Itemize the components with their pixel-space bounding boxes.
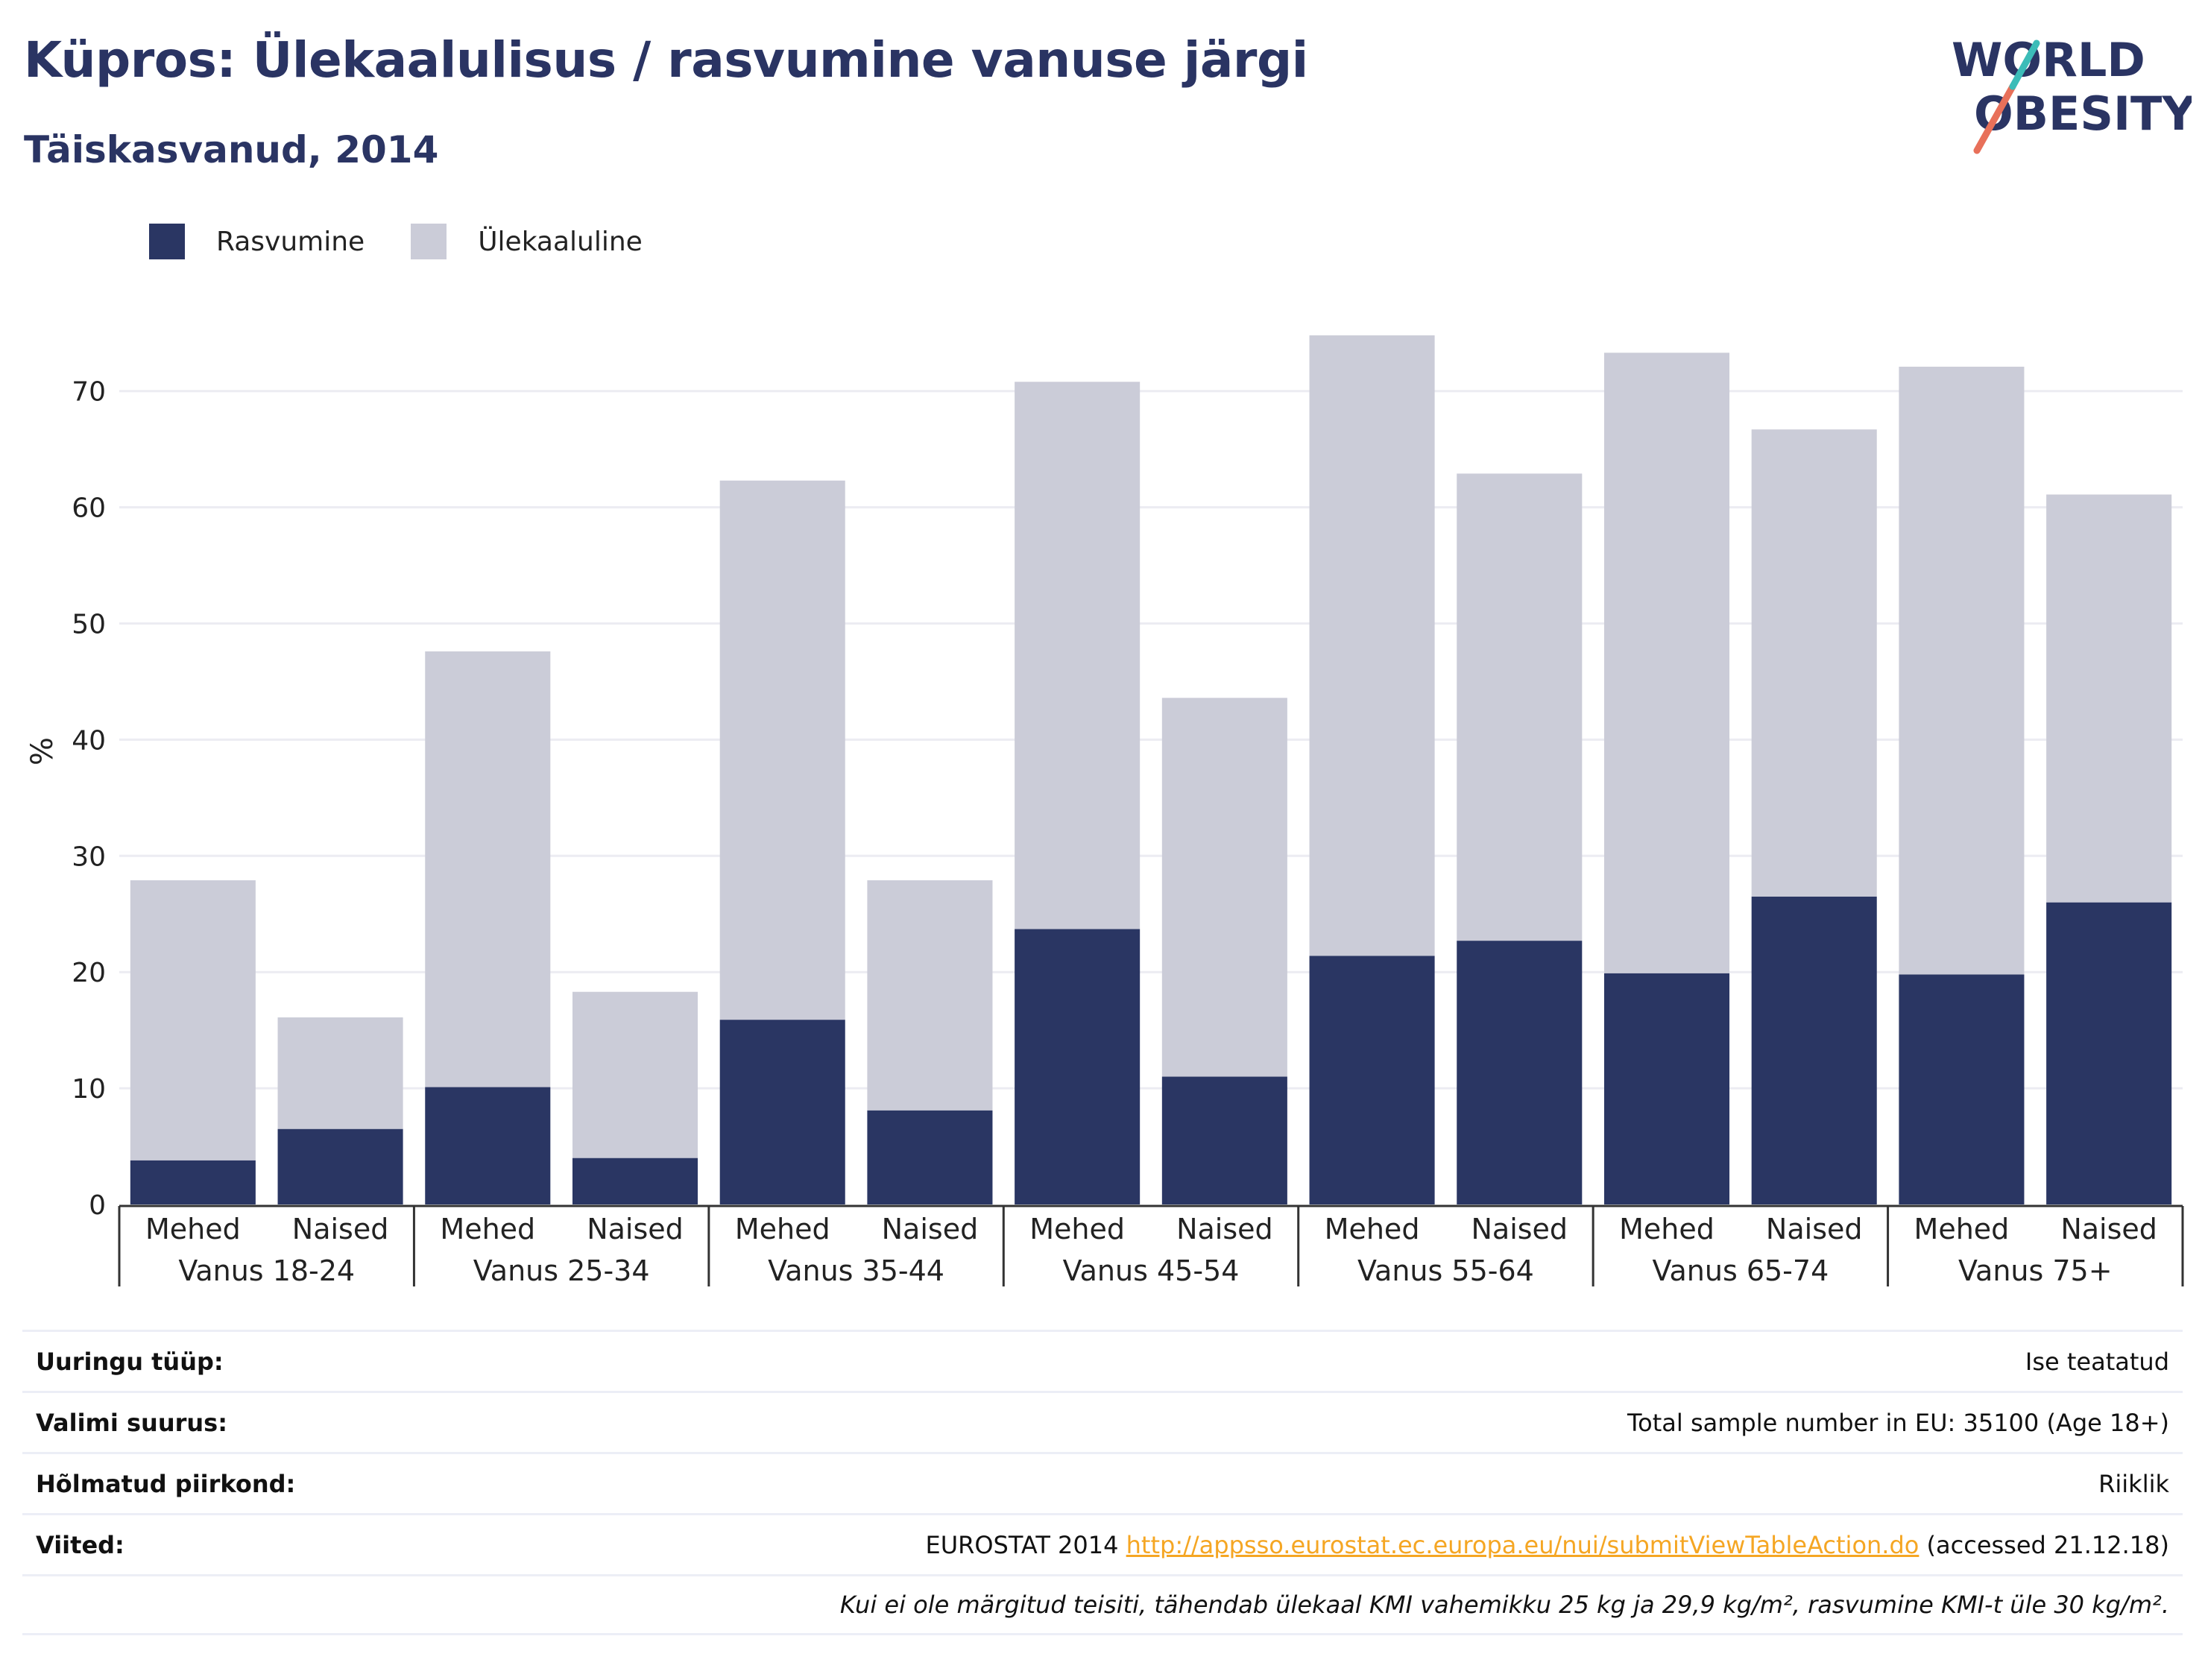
legend-item-overweight: Ülekaaluline <box>411 224 643 259</box>
info-key: Hõlmatud piirkond: <box>36 1469 296 1498</box>
bar-overweight <box>1899 366 2025 975</box>
bar-obesity <box>1161 1076 1287 1204</box>
y-tick-label: 10 <box>72 1074 106 1105</box>
bar-obesity <box>1015 929 1141 1204</box>
x-group-label: Vanus 65-74 <box>1652 1254 1829 1287</box>
bar-overweight <box>1015 382 1141 929</box>
x-subcategory-label: Mehed <box>1325 1213 1420 1245</box>
info-value: Riiklik <box>2098 1469 2169 1498</box>
legend-item-obesity: Rasvumine <box>149 224 365 259</box>
info-value: Total sample number in EU: 35100 (Age 18… <box>1627 1408 2169 1437</box>
x-group-label: Vanus 55-64 <box>1357 1254 1534 1287</box>
bar-obesity <box>1751 896 1877 1204</box>
bar-obesity <box>719 1020 845 1204</box>
bar-obesity <box>130 1160 256 1204</box>
info-key: Viited: <box>36 1530 124 1559</box>
x-subcategory-label: Mehed <box>145 1213 241 1245</box>
page-subtitle: Täiskasvanud, 2014 <box>24 128 439 171</box>
bar-obesity <box>425 1087 551 1204</box>
legend-swatch-overweight <box>411 224 447 259</box>
bar-chart: 0 10 20 30 40 50 60 70% Mehed Naised Mehed Naised Me… <box>25 335 2184 1287</box>
info-row-sample-size: Valimi suurus: Total sample number in EU… <box>22 1391 2183 1452</box>
chart-legend: Rasvumine Ülekaaluline <box>149 221 689 262</box>
bar-overweight <box>1161 698 1287 1077</box>
bar-obesity <box>2046 902 2172 1204</box>
x-group-label: Vanus 35-44 <box>768 1254 944 1287</box>
bar-overweight <box>2046 494 2172 903</box>
bar-overweight <box>1751 429 1877 897</box>
x-group-label: Vanus 45-54 <box>1063 1254 1240 1287</box>
bar-obesity <box>1309 956 1435 1204</box>
logo-line1: WORLD <box>1952 33 2145 87</box>
y-tick-label: 0 <box>89 1190 106 1221</box>
x-subcategory-label: Mehed <box>1619 1213 1715 1245</box>
bar-overweight <box>130 880 256 1160</box>
bar-obesity <box>1899 974 2025 1204</box>
x-subcategory-label: Naised <box>1471 1213 1568 1245</box>
info-row-note: Kui ei ole märgitud teisiti, tähendab ül… <box>22 1574 2183 1635</box>
x-subcategory-label: Naised <box>1176 1213 1273 1245</box>
bar-overweight <box>277 1017 403 1129</box>
x-subcategory-label: Naised <box>2060 1213 2157 1245</box>
y-tick-label: 20 <box>72 958 106 988</box>
bar-overweight <box>719 480 845 1020</box>
legend-label-overweight: Ülekaaluline <box>478 226 643 257</box>
y-tick-label: 70 <box>72 377 106 408</box>
x-subcategory-label: Naised <box>1766 1213 1863 1245</box>
x-subcategory-label: Naised <box>882 1213 979 1245</box>
reference-accessed: (accessed 21.12.18) <box>1926 1530 2169 1559</box>
x-subcategory-label: Naised <box>292 1213 389 1245</box>
info-row-region: Hõlmatud piirkond: Riiklik <box>22 1452 2183 1513</box>
x-subcategory-label: Mehed <box>735 1213 830 1245</box>
x-subcategory-label: Mehed <box>440 1213 535 1245</box>
info-value: Ise teatatud <box>2025 1347 2169 1376</box>
page-title: Küpros: Ülekaalulisus / rasvumine vanuse… <box>24 31 1308 89</box>
x-group-label: Vanus 25-34 <box>473 1254 650 1287</box>
bar-obesity <box>1457 941 1583 1204</box>
x-group-label: Vanus 18-24 <box>178 1254 355 1287</box>
info-row-references: Viited: EUROSTAT 2014 http://appsso.euro… <box>22 1513 2183 1574</box>
bar-overweight <box>1309 335 1435 956</box>
x-subcategory-label: Mehed <box>1914 1213 2010 1245</box>
y-tick-label: 40 <box>72 725 106 756</box>
x-subcategory-label: Naised <box>587 1213 684 1245</box>
reference-source: EUROSTAT 2014 <box>925 1530 1119 1559</box>
y-axis-title: % <box>25 737 60 765</box>
world-obesity-logo: WORLD OBESITY <box>1938 22 2196 157</box>
bar-obesity <box>572 1158 698 1204</box>
bar-overweight <box>425 651 551 1087</box>
definition-note: Kui ei ole märgitud teisiti, tähendab ül… <box>839 1591 2169 1619</box>
y-tick-label: 30 <box>72 841 106 872</box>
info-key: Valimi suurus: <box>36 1408 228 1437</box>
legend-label-obesity: Rasvumine <box>216 226 365 257</box>
info-row-survey-type: Uuringu tüüp: Ise teatatud <box>22 1330 2183 1391</box>
x-group-label: Vanus 75+ <box>1958 1254 2113 1287</box>
legend-swatch-obesity <box>149 224 185 259</box>
bar-overweight <box>1603 353 1730 973</box>
bar-obesity <box>1603 973 1730 1204</box>
y-tick-label: 60 <box>72 493 106 524</box>
x-subcategory-label: Mehed <box>1029 1213 1125 1245</box>
bar-obesity <box>277 1128 403 1204</box>
bar-overweight <box>1457 473 1583 941</box>
bar-obesity <box>867 1110 993 1204</box>
info-key: Uuringu tüüp: <box>36 1347 224 1376</box>
reference-link[interactable]: http://appsso.eurostat.ec.europa.eu/nui/… <box>1126 1530 1919 1559</box>
info-table: Uuringu tüüp: Ise teatatud Valimi suurus… <box>22 1330 2183 1635</box>
info-value: EUROSTAT 2014 http://appsso.eurostat.ec.… <box>925 1531 2169 1559</box>
bar-overweight <box>867 880 993 1111</box>
bar-overweight <box>572 991 698 1158</box>
y-tick-label: 50 <box>72 610 106 640</box>
